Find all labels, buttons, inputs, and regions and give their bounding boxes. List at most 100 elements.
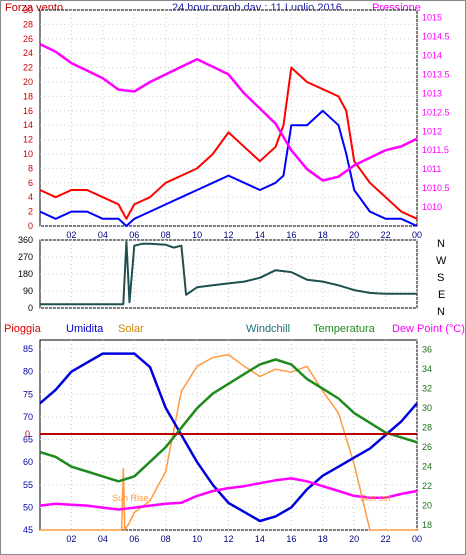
- y-tick-label: 45: [23, 525, 33, 535]
- temperature-axis-ticks: 18 20 22 24 26 28 30 32 34 36: [422, 345, 432, 530]
- y-tick-label: 50: [23, 502, 33, 512]
- legend-dewpoint: Dew Point (°C): [392, 323, 465, 335]
- y-tick-label: 12: [23, 135, 33, 145]
- dir-label-n-bottom: N: [437, 306, 445, 318]
- temperature-line: [39, 358, 418, 483]
- y-tick-label: 28: [23, 19, 33, 29]
- y-tick-label: 2: [28, 207, 33, 217]
- y-tick-label: 0: [28, 303, 33, 313]
- dir-label-e: E: [438, 289, 445, 301]
- series-1: [39, 42, 418, 227]
- rain-value-label: 0: [25, 429, 30, 439]
- x-tick-label: 00: [412, 534, 422, 544]
- x-tick-label: 08: [161, 230, 171, 240]
- x-tick-label: 12: [223, 534, 233, 544]
- legend-temperature: Temperatura: [313, 323, 376, 335]
- y-tick-label: 180: [18, 269, 33, 279]
- x-tick-label: 14: [255, 230, 265, 240]
- x-tick-label: 06: [129, 230, 139, 240]
- x-tick-label: 18: [318, 230, 328, 240]
- y2-tick-label: 1015: [422, 13, 442, 23]
- y2-tick-label: 34: [422, 364, 432, 374]
- x-tick-label: 00: [412, 230, 422, 240]
- y2-tick-label: 1014: [422, 50, 442, 60]
- y2-tick-label: 32: [422, 384, 432, 394]
- x-tick-label: 04: [98, 534, 108, 544]
- y2-tick-label: 20: [422, 501, 432, 511]
- x-tick-label: 06: [129, 534, 139, 544]
- grid-1: [40, 9, 418, 227]
- y2-tick-label: 28: [422, 423, 432, 433]
- y2-tick-label: 1011.5: [422, 145, 449, 155]
- x-tick-label: 18: [318, 534, 328, 544]
- x-tick-label: 22: [381, 230, 391, 240]
- wind-direction-line: [40, 240, 417, 306]
- wind-direction-chart: 0 90 180 270 360 N W S E N: [18, 235, 447, 318]
- y2-tick-label: 1012.5: [422, 107, 450, 117]
- y-tick-label: 18: [23, 91, 33, 101]
- sunrise-label: Sun Rise: [112, 493, 149, 503]
- x-tick-label: 16: [286, 230, 296, 240]
- legend-solar: Solar: [118, 323, 144, 335]
- y2-tick-label: 1013: [422, 88, 442, 98]
- x-tick-label: 20: [349, 534, 359, 544]
- humidity-axis-ticks: 45 50 55 60 65 70 75 80 85: [23, 344, 33, 535]
- grid-3: [40, 340, 418, 531]
- dir-label-n-top: N: [437, 238, 445, 250]
- y-tick-label: 0: [28, 221, 33, 231]
- y2-tick-label: 24: [422, 462, 432, 472]
- y-tick-label: 30: [23, 5, 33, 15]
- x-tick-label: 10: [192, 534, 202, 544]
- y2-tick-label: 22: [422, 481, 432, 491]
- y-tick-label: 60: [23, 457, 33, 467]
- y-tick-label: 90: [23, 286, 33, 296]
- y2-tick-label: 36: [422, 345, 432, 355]
- y-tick-label: 10: [23, 149, 33, 159]
- x-tick-label: 14: [255, 534, 265, 544]
- y-tick-label: 8: [28, 163, 33, 173]
- y-tick-label: 22: [23, 63, 33, 73]
- humidity-line: [39, 352, 418, 523]
- y-tick-label: 4: [28, 192, 33, 202]
- y-tick-label: 14: [23, 120, 33, 130]
- temperature-humidity-chart: Pioggia Umidita Solar Windchill Temperat…: [4, 323, 465, 544]
- direction-axis-ticks: 0 90 180 270 360: [18, 235, 33, 313]
- legend-humidity: Umidita: [66, 323, 104, 335]
- y2-tick-label: 1013.5: [422, 69, 450, 79]
- hour-axis-ticks-3: 02 04 06 08 10 12 14 16 18 20 22 00: [66, 534, 422, 544]
- y2-tick-label: 1012: [422, 126, 442, 136]
- sunset-label: Sun set: [360, 493, 391, 503]
- dewpoint-line: [39, 477, 418, 511]
- y-tick-label: 70: [23, 412, 33, 422]
- x-tick-label: 20: [349, 230, 359, 240]
- y-tick-label: 65: [23, 435, 33, 445]
- y2-tick-label: 18: [422, 520, 432, 530]
- gust-line: [39, 109, 418, 227]
- y-tick-label: 55: [23, 480, 33, 490]
- y2-tick-label: 30: [422, 403, 432, 413]
- x-tick-label: 02: [66, 534, 76, 544]
- y-tick-label: 80: [23, 367, 33, 377]
- y2-tick-label: 1010.5: [422, 183, 450, 193]
- grid-2: [40, 239, 418, 309]
- y-tick-label: 360: [18, 235, 33, 245]
- y2-tick-label: 1011: [422, 164, 441, 174]
- legend-windchill: Windchill: [246, 323, 290, 335]
- y-tick-label: 24: [23, 48, 33, 58]
- dir-label-s: S: [437, 272, 444, 284]
- y-tick-label: 6: [28, 178, 33, 188]
- x-tick-label: 04: [98, 230, 108, 240]
- y-tick-label: 20: [23, 77, 33, 87]
- pressure-axis-ticks: 1010 1010.5 1011 1011.5 1012 1012.5 1013 1013.5…: [422, 13, 450, 212]
- x-tick-label: 12: [223, 230, 233, 240]
- x-tick-label: 22: [381, 534, 391, 544]
- x-tick-label: 08: [161, 534, 171, 544]
- pressure-line: [39, 42, 418, 182]
- series-2: [40, 240, 417, 306]
- wind-pressure-chart: Forza vento 24 hour graph day : 11 Lugli…: [5, 2, 450, 240]
- x-tick-label: 10: [192, 230, 202, 240]
- y-tick-label: 16: [23, 106, 33, 116]
- dir-label-w: W: [436, 255, 447, 267]
- y-tick-label: 26: [23, 34, 33, 44]
